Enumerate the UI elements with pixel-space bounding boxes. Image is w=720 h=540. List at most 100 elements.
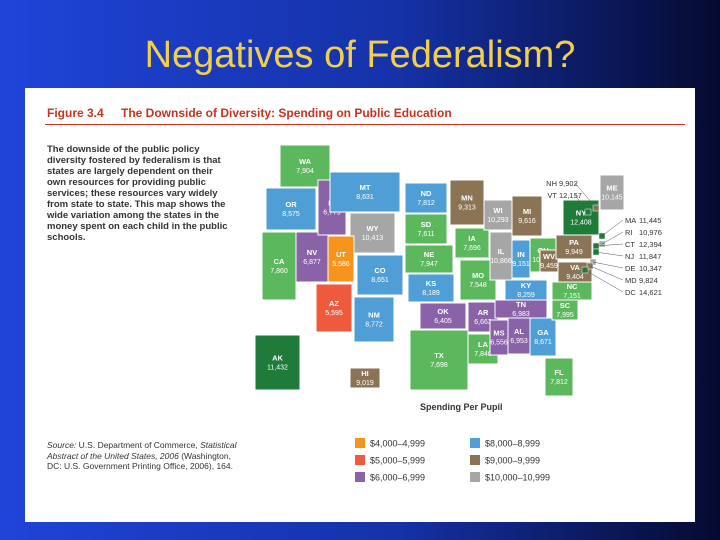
legend-label: $10,000–10,999 [485, 473, 550, 483]
state-value: 10,145 [601, 195, 623, 202]
state-value: 7,995 [556, 312, 574, 319]
state-value: 7,904 [296, 168, 314, 175]
state-abbr: KY [521, 281, 531, 290]
legend-swatch [355, 438, 365, 448]
state-abbr: MO [472, 271, 484, 280]
state-shape [404, 244, 454, 274]
leader-line [592, 261, 624, 269]
state-shape [507, 317, 531, 355]
state-value: 6,779 [323, 210, 341, 217]
state-value: 8,631 [356, 194, 374, 201]
state-value: 7,696 [463, 245, 481, 252]
legend-swatch [470, 438, 480, 448]
leader-line [595, 243, 624, 247]
state-value: 7,698 [430, 362, 448, 369]
state-value: 7,151 [563, 293, 581, 300]
state-value: 12,408 [570, 220, 592, 227]
divider [45, 124, 685, 125]
state-abbr: ND [421, 189, 432, 198]
leader-line [595, 251, 624, 257]
state-value: 11,432 [267, 365, 288, 372]
leader-line [601, 231, 624, 245]
callout-abbr: DE [625, 264, 635, 273]
source-prefix: Source: [47, 440, 77, 450]
state-value: 9,313 [458, 205, 476, 212]
legend-label: $5,000–5,999 [370, 456, 425, 466]
state-abbr: GA [537, 328, 549, 337]
state-abbr: HI [361, 369, 369, 378]
state-abbr: MI [523, 207, 531, 216]
state-value: 7,947 [420, 261, 438, 268]
state-abbr: IL [498, 247, 505, 256]
leader-line [574, 194, 589, 213]
callout-value: 10,976 [639, 228, 662, 237]
leader-line [589, 265, 624, 281]
state-abbr: NM [368, 311, 380, 320]
state-shape [511, 195, 543, 237]
state-shape [555, 234, 593, 260]
source-note: Source: U.S. Department of Commerce, Sta… [47, 440, 237, 472]
state-abbr: ME [606, 184, 617, 193]
state-shape [295, 231, 329, 283]
state-value: 9,459 [540, 263, 558, 270]
state-value: 7,611 [418, 231, 435, 238]
state-shape [599, 174, 625, 211]
state-value: 8,772 [365, 322, 383, 329]
state-shape [356, 254, 404, 296]
state-abbr: MN [461, 194, 473, 203]
state-abbr: AK [272, 354, 283, 363]
figure-title: The Downside of Diversity: Spending on P… [121, 106, 452, 120]
state-value: 8,671 [534, 339, 552, 346]
state-abbr: AL [514, 327, 524, 336]
callout-abbr: MD [625, 276, 637, 285]
state-shape [511, 239, 531, 279]
source-publication: Statistical Abstract of the United State… [47, 440, 237, 461]
state-abbr: WY [366, 224, 378, 233]
state-abbr: AR [478, 308, 489, 317]
callout-value: 9,902 [559, 179, 578, 188]
state-value: 9,616 [518, 218, 536, 225]
state-value: 6,663 [474, 319, 492, 326]
state-value: 7,812 [417, 200, 435, 207]
figure-label: Figure 3.4 [47, 106, 104, 120]
state-shape [489, 231, 513, 281]
state-abbr: IA [468, 234, 476, 243]
state-shape [449, 179, 485, 226]
state-shape [327, 235, 355, 283]
map: Spending Per Pupil WA 7,904 OR 8,575 CA 7,860… [254, 144, 662, 483]
source-text: U.S. Department of Commerce, [78, 440, 198, 450]
state-abbr: SC [560, 301, 571, 310]
state-value: 5,586 [332, 261, 350, 268]
state-abbr: WI [493, 206, 502, 215]
callout-value: 12,394 [639, 240, 662, 249]
description: The downside of the public policy divers… [47, 144, 228, 243]
legend-label: $6,000–6,999 [370, 473, 425, 483]
state-abbr: NY [576, 209, 586, 218]
state-abbr: VA [570, 263, 580, 272]
state-abbr: WV [543, 252, 555, 261]
slide-title: Negatives of Federalism? [144, 34, 576, 76]
state-abbr: KS [426, 279, 436, 288]
state-shape [329, 171, 401, 213]
state-abbr: OK [437, 307, 449, 316]
state-shape [529, 317, 557, 357]
callout-value: 11,847 [639, 252, 661, 261]
state-shape [349, 367, 381, 389]
state-abbr: LA [478, 340, 489, 349]
state-abbr: FL [554, 368, 564, 377]
state-abbr: AZ [329, 299, 339, 308]
state-shape [349, 212, 396, 254]
state-shape [419, 302, 467, 330]
legend-label: $9,000–9,999 [485, 456, 540, 466]
state-shape [353, 296, 395, 343]
state-shape [261, 231, 297, 301]
state-value: 7,840 [474, 351, 492, 358]
state-shape [404, 182, 448, 214]
state-abbr: NV [307, 248, 317, 257]
state-shape [489, 319, 509, 356]
leader-line [601, 219, 624, 237]
callout-abbr: DC [625, 288, 636, 297]
state-value: 10,413 [362, 235, 384, 242]
state-shape [454, 227, 490, 259]
